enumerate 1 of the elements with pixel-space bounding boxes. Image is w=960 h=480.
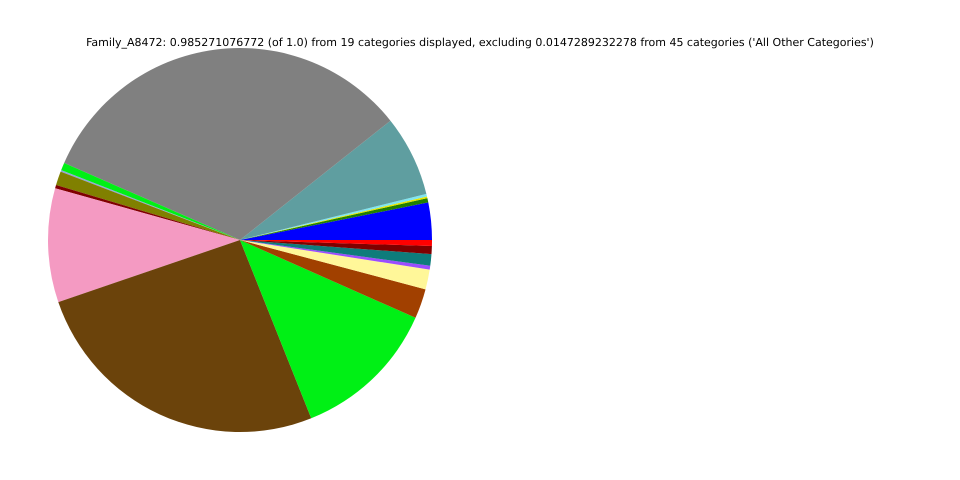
text: Family_A8472: 0.985271076772 (of 1.0) from 19 categories displayed, excluding 0.0147289232278 from 45 categories ('All Other Categories') (86, 36, 874, 49)
